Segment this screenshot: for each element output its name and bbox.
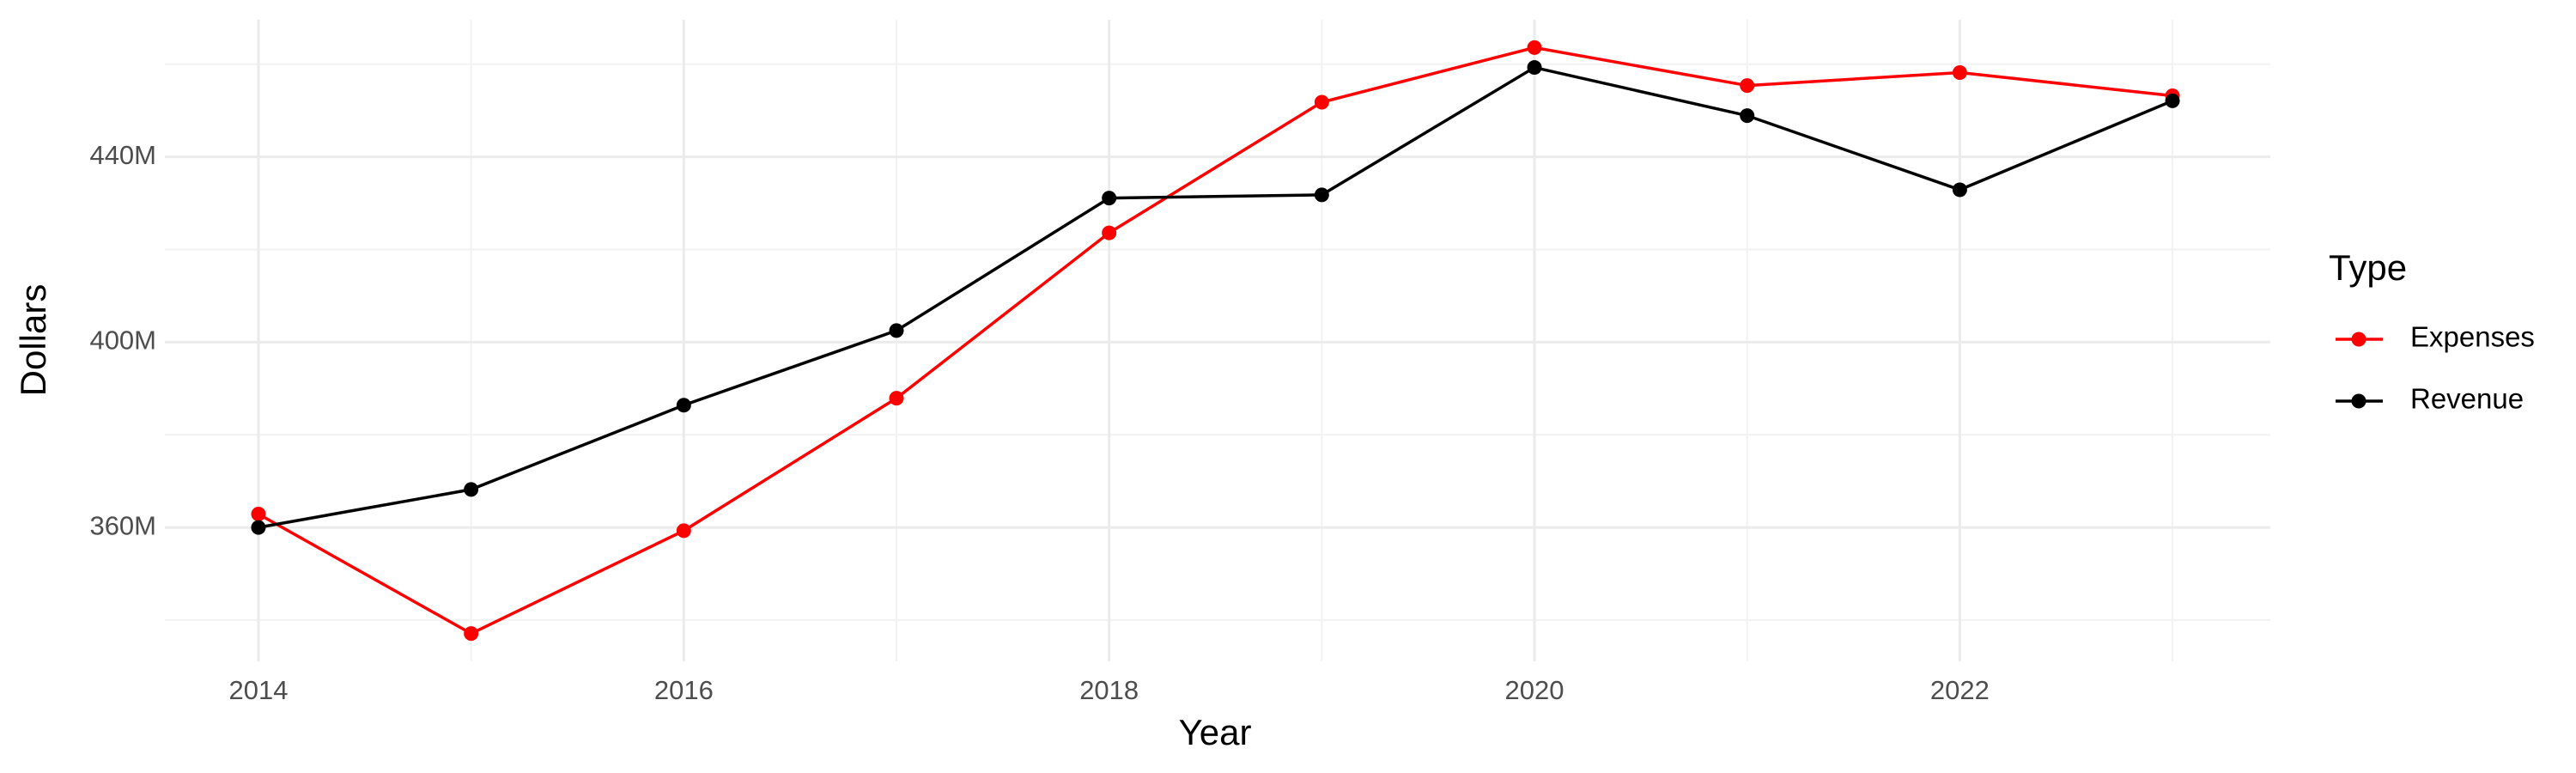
legend-label: Revenue [2410, 383, 2524, 415]
plot-area [251, 40, 2180, 642]
data-point [676, 523, 691, 539]
y-tick-label: 360M [89, 510, 156, 540]
data-point [1102, 191, 1117, 206]
y-axis-title: Dollars [13, 284, 53, 397]
data-point [1527, 40, 1542, 55]
x-tick-label: 2020 [1505, 675, 1564, 705]
legend-marker [2351, 393, 2366, 409]
y-tick-label: 400M [89, 326, 156, 356]
x-tick-label: 2016 [654, 675, 714, 705]
data-point [1102, 225, 1117, 240]
data-point [1952, 64, 1967, 80]
y-tick-label: 440M [89, 140, 156, 170]
data-point [1314, 187, 1329, 203]
data-point [1527, 60, 1542, 76]
data-point [1952, 182, 1967, 198]
data-point [251, 520, 266, 535]
x-tick-label: 2022 [1930, 675, 1990, 705]
legend-marker [2351, 332, 2366, 347]
data-point [1314, 94, 1329, 110]
series-line [258, 46, 2173, 636]
data-point [889, 391, 904, 406]
data-point [1740, 108, 1755, 124]
data-point [1740, 78, 1755, 94]
legend-title: Type [2329, 247, 2407, 288]
data-point [251, 506, 266, 521]
x-tick-label: 2018 [1079, 675, 1139, 705]
data-point [676, 398, 691, 413]
legend-label: Expenses [2410, 321, 2535, 353]
data-point [464, 482, 479, 497]
grid [165, 20, 2270, 661]
data-point [464, 626, 479, 642]
x-axis-title: Year [1179, 712, 1252, 752]
x-tick-label: 2014 [228, 675, 288, 705]
series-line [258, 65, 2173, 529]
data-point [2165, 93, 2180, 108]
data-point [889, 323, 904, 338]
